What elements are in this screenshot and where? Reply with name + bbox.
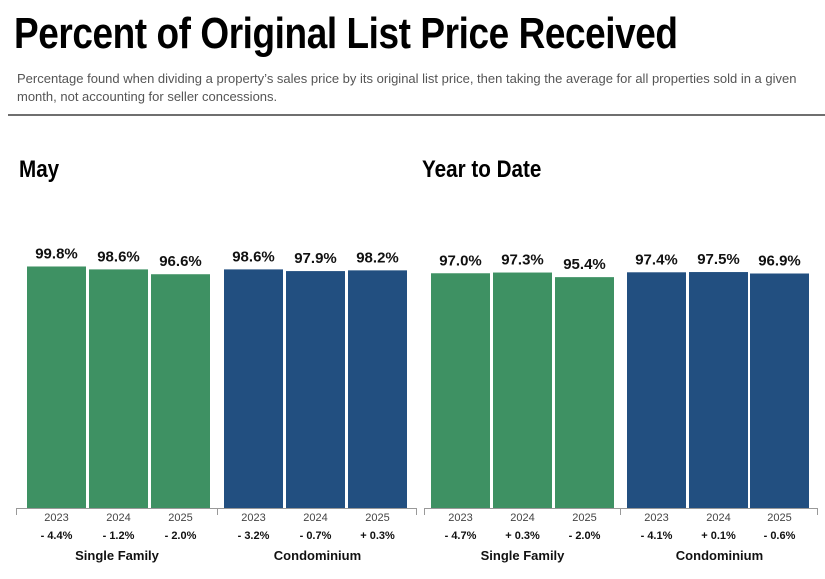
bar <box>627 272 686 508</box>
change-label: - 4.7% <box>445 530 477 542</box>
change-label: - 4.4% <box>41 530 73 542</box>
bar-value-label: 98.2% <box>356 249 399 266</box>
group-label: Condominium <box>274 548 361 563</box>
change-label: - 2.0% <box>569 530 601 542</box>
year-tick-label: 2024 <box>706 512 730 524</box>
bar-value-label: 98.6% <box>97 248 140 265</box>
bar-value-label: 97.3% <box>501 252 544 269</box>
panel-title-may: May <box>19 156 60 183</box>
change-label: - 0.6% <box>764 530 796 542</box>
bar <box>348 270 407 508</box>
bar-value-label: 97.9% <box>294 250 337 267</box>
change-label: + 0.3% <box>360 530 395 542</box>
bar <box>224 269 283 508</box>
bar <box>151 274 210 508</box>
bar <box>750 273 809 508</box>
bar-value-label: 96.6% <box>159 253 202 270</box>
year-tick-label: 2025 <box>572 512 596 524</box>
bar-value-label: 99.8% <box>35 245 78 262</box>
bar <box>555 277 614 508</box>
change-label: - 3.2% <box>238 530 270 542</box>
group-label: Single Family <box>75 548 160 563</box>
year-tick-label: 2024 <box>303 512 327 524</box>
change-label: - 0.7% <box>300 530 332 542</box>
change-label: + 0.3% <box>505 530 540 542</box>
year-tick-label: 2023 <box>241 512 265 524</box>
bar-value-label: 98.6% <box>232 248 275 265</box>
group-label: Single Family <box>481 548 566 563</box>
year-tick-label: 2023 <box>644 512 668 524</box>
bar <box>286 271 345 508</box>
bar-value-label: 96.9% <box>758 253 801 270</box>
year-tick-label: 2023 <box>448 512 472 524</box>
header-divider <box>8 114 825 116</box>
change-label: - 2.0% <box>165 530 197 542</box>
panel-title-ytd: Year to Date <box>422 156 542 183</box>
bar-value-label: 97.4% <box>635 251 678 268</box>
page-subtitle: Percentage found when dividing a propert… <box>17 71 797 104</box>
year-tick-label: 2024 <box>106 512 130 524</box>
year-tick-label: 2025 <box>168 512 192 524</box>
year-tick-label: 2025 <box>365 512 389 524</box>
bar-value-label: 95.4% <box>563 256 606 273</box>
bar <box>27 266 86 508</box>
bar <box>689 272 748 508</box>
bar-value-label: 97.0% <box>439 252 482 269</box>
bar <box>89 269 148 508</box>
change-label: + 0.1% <box>701 530 736 542</box>
bar-value-label: 97.5% <box>697 251 740 268</box>
bar <box>493 272 552 508</box>
year-tick-label: 2023 <box>44 512 68 524</box>
year-tick-label: 2025 <box>767 512 791 524</box>
year-tick-label: 2024 <box>510 512 534 524</box>
bar <box>431 273 490 508</box>
group-label: Condominium <box>676 548 763 563</box>
change-label: - 1.2% <box>103 530 135 542</box>
page-title: Percent of Original List Price Received <box>14 9 678 58</box>
change-label: - 4.1% <box>641 530 673 542</box>
